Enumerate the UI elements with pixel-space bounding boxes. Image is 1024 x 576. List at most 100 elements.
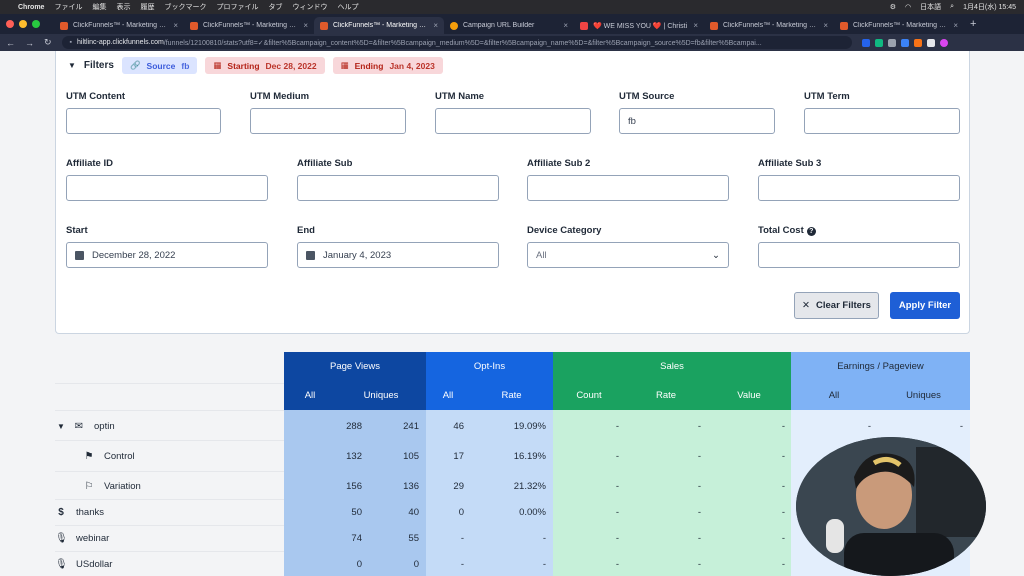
divider [55,410,284,411]
extension-icon[interactable] [861,38,870,47]
extension-icon[interactable] [887,38,896,47]
affiliate-id-input[interactable] [66,175,268,201]
browser-tab[interactable]: Campaign URL Builder × [444,17,574,34]
close-tab-icon[interactable]: × [433,21,438,30]
reload-icon[interactable]: ↻ [44,37,52,47]
extension-icon[interactable] [900,38,909,47]
tab-title: ClickFunnels™ - Marketing Fun [73,22,170,29]
table-row[interactable]: $ thanks [55,499,104,525]
total-cost-field: Total Cost? [758,225,960,268]
puzzle-icon[interactable] [926,38,935,47]
tab-title: ClickFunnels™ - Marketing Fun [203,22,300,29]
apply-filter-button[interactable]: Apply Filter [890,292,960,319]
extension-icon[interactable] [874,38,883,47]
utm-content-input[interactable] [66,108,221,134]
affiliate-sub-2-input[interactable] [527,175,729,201]
close-tab-icon[interactable]: × [173,21,178,30]
chip-value: Dec 28, 2022 [265,60,317,71]
menu-item-history[interactable]: 履歴 [140,4,155,11]
oi-rate-cell: 19.09% [513,420,546,432]
s-value-cell: - [781,558,785,570]
browser-tab[interactable]: ClickFunnels™ - Marketing Fun × [54,17,184,34]
utm-name-input[interactable] [435,108,591,134]
earnings-header: Earnings / Pageview [791,352,970,381]
filters-title[interactable]: Filters [83,60,114,71]
caret-down-icon[interactable]: ▼ [68,61,76,70]
table-row[interactable]: ⚐ Variation [83,473,141,499]
opt-ins-column-bg [426,410,553,576]
pv-uniques-cell: 55 [408,532,419,544]
s-count-cell: - [615,480,619,492]
menu-item-edit[interactable]: 編集 [92,4,107,11]
close-tab-icon[interactable]: × [563,21,568,30]
pv-uniques-cell: 105 [403,450,419,462]
s-count-cell: - [615,532,619,544]
tab-title: ClickFunnels™ - Marketing Fun [853,22,950,29]
source-chip[interactable]: 🔗 Source fb [121,57,198,74]
field-label: Start [66,225,88,236]
affiliate-sub-3-field: Affiliate Sub 3 [758,158,960,201]
close-tab-icon[interactable]: × [693,21,698,30]
oi-all-cell: - [460,532,464,544]
clear-filters-button[interactable]: ✕ Clear Filters [794,292,879,319]
address-bar[interactable]: ▪ hiltlinc-app.clickfunnels.com/funnels/… [61,36,852,49]
pv-uniques-cell: 241 [403,420,419,432]
menu-item-profile[interactable]: プロファイル [216,4,259,11]
calendar-icon [306,250,315,260]
end-date-input[interactable]: January 4, 2023 [297,242,499,268]
extensions-area [861,38,948,47]
utm-source-input[interactable]: fb [619,108,775,134]
pv-all-cell: 50 [351,506,362,518]
device-category-select[interactable]: All ⌄ [527,242,729,268]
start-date-field: Start December 28, 2022 [66,225,268,268]
ime-indicator[interactable]: 日本語 [920,4,942,11]
menubar-app-name[interactable]: Chrome [18,3,45,11]
help-icon[interactable]: ? [806,227,816,236]
close-tab-icon[interactable]: × [953,21,958,30]
minimize-window-icon[interactable] [19,20,27,28]
heart-favicon [580,21,588,30]
menu-item-tab[interactable]: タブ [268,4,283,11]
total-cost-input[interactable] [758,242,960,268]
menu-item-bookmarks[interactable]: ブックマーク [164,4,207,11]
extension-icon[interactable] [913,38,922,47]
browser-tab[interactable]: ClickFunnels™ - Marketing Fun × [184,17,314,34]
caret-down-icon[interactable]: ▼ [57,421,65,431]
forward-icon[interactable]: → [25,37,34,48]
browser-tab-active[interactable]: ClickFunnels™ - Marketing Fun × [314,17,444,34]
utm-term-input[interactable] [804,108,960,134]
close-window-icon[interactable] [6,20,14,28]
menu-item-help[interactable]: ヘルプ [337,4,359,11]
wifi-icon[interactable]: ◠ [905,4,912,11]
close-tab-icon[interactable]: × [303,21,308,30]
affiliate-sub-2-field: Affiliate Sub 2 [527,158,729,201]
gear-icon[interactable]: ⚙ [889,4,897,11]
affiliate-sub-3-input[interactable] [758,175,960,201]
starting-chip[interactable]: ▦ Starting Dec 28, 2022 [205,57,325,74]
browser-tab[interactable]: ❤️ WE MISS YOU ❤️ | Christi × [574,17,704,34]
menu-item-window[interactable]: ウィンドウ [292,4,328,11]
browser-tab[interactable]: ClickFunnels™ - Marketing Fun × [704,17,834,34]
start-date-input[interactable]: December 28, 2022 [66,242,268,268]
new-tab-button[interactable]: + [970,18,977,30]
close-tab-icon[interactable]: × [823,21,828,30]
browser-tab[interactable]: ClickFunnels™ - Marketing Fun × [834,17,964,34]
table-row[interactable]: 🎙 webinar [55,525,109,551]
menu-item-file[interactable]: ファイル [54,4,83,11]
affiliate-sub-input[interactable] [297,175,499,201]
utm-medium-input[interactable] [250,108,406,134]
avatar[interactable] [939,38,948,47]
ending-chip[interactable]: ▦ Ending Jan 4, 2023 [332,57,443,74]
menu-item-view[interactable]: 表示 [116,4,131,11]
sales-header: Sales [553,352,791,381]
back-icon[interactable]: ← [6,37,15,48]
table-row[interactable]: ⚑ Control [83,443,135,469]
table-row[interactable]: ▼ ✉ optin [55,413,115,439]
row-label: optin [94,420,115,432]
table-row[interactable]: 🎙 USdollar [55,551,112,576]
clock[interactable]: 1月4日(水) 15:45 [963,4,1016,11]
search-icon[interactable]: ⌕ [950,3,955,10]
s-value-cell: - [781,532,785,544]
utm-term-field: UTM Term [804,91,960,134]
maximize-window-icon[interactable] [32,20,40,28]
